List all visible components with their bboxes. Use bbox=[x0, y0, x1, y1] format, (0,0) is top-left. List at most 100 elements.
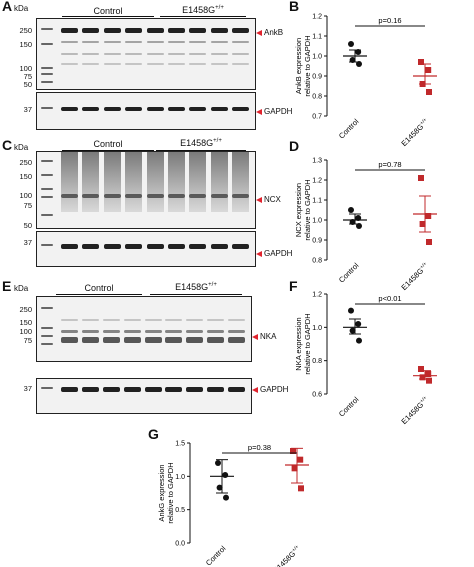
band-arrow bbox=[252, 334, 258, 340]
protein-band bbox=[207, 337, 225, 343]
ladder-band bbox=[41, 188, 53, 190]
panel-letter-b: B bbox=[289, 0, 300, 14]
y-tick-label: 0.7 bbox=[312, 114, 322, 121]
y-tick-label: 0.0 bbox=[175, 541, 185, 548]
y-tick-label: 0.9 bbox=[312, 238, 322, 245]
protein-band bbox=[165, 330, 183, 333]
band-label-nka: NKA bbox=[260, 332, 277, 341]
protein-band bbox=[81, 337, 99, 343]
group-bracket bbox=[56, 294, 142, 295]
protein-band bbox=[210, 63, 228, 65]
protein-band bbox=[103, 28, 121, 33]
group-bracket bbox=[156, 150, 246, 151]
group-bracket bbox=[62, 150, 154, 151]
protein-band bbox=[123, 319, 141, 321]
protein-band bbox=[82, 63, 100, 65]
ladder-label: 100 bbox=[19, 327, 32, 336]
superscript: +/+ bbox=[419, 395, 428, 404]
protein-band bbox=[207, 330, 225, 333]
ladder-band bbox=[41, 107, 53, 109]
panel-letter-e: E bbox=[2, 278, 12, 294]
protein-band bbox=[232, 63, 249, 65]
y-tick-label: 1.0 bbox=[312, 325, 322, 332]
ladder-label: 75 bbox=[23, 201, 32, 210]
protein-band bbox=[167, 28, 185, 33]
protein-band bbox=[103, 63, 121, 65]
data-point bbox=[348, 41, 354, 47]
protein-band bbox=[82, 107, 100, 111]
y-tick-label: 0.8 bbox=[312, 258, 322, 265]
band-arrow bbox=[256, 197, 262, 203]
band-arrow bbox=[256, 30, 262, 36]
data-point bbox=[425, 371, 432, 377]
panel-letter-d: D bbox=[289, 138, 300, 154]
protein-band bbox=[61, 244, 78, 249]
y-tick-label: 1.2 bbox=[312, 14, 322, 21]
protein-band bbox=[82, 41, 100, 43]
y-tick-label: 1.5 bbox=[175, 441, 185, 448]
protein-band bbox=[146, 63, 164, 65]
y-tick-label: 0.6 bbox=[312, 392, 322, 399]
y-tick-label: 1.0 bbox=[312, 54, 322, 61]
protein-band bbox=[144, 319, 162, 321]
western-blot-nka bbox=[36, 296, 252, 362]
ladder-band bbox=[41, 73, 53, 75]
protein-band bbox=[61, 330, 78, 333]
protein-band bbox=[125, 41, 143, 43]
western-blot-gapdh bbox=[36, 92, 256, 130]
ladder-label-37: 37 bbox=[23, 105, 32, 114]
ladder-label: 250 bbox=[19, 158, 32, 167]
protein-band bbox=[167, 63, 185, 65]
band-label-ankb: AnkB bbox=[264, 28, 284, 37]
protein-band bbox=[61, 53, 78, 55]
protein-band bbox=[61, 387, 78, 392]
protein-band bbox=[61, 337, 78, 343]
protein-band bbox=[232, 53, 249, 55]
ladder-band bbox=[41, 214, 53, 216]
p-value: p<0.01 bbox=[378, 294, 401, 303]
data-point bbox=[426, 239, 432, 245]
data-point bbox=[222, 472, 229, 478]
protein-band bbox=[103, 194, 121, 198]
protein-band bbox=[207, 387, 225, 392]
protein-band bbox=[123, 337, 141, 343]
protein-band bbox=[210, 194, 228, 198]
group-label-control: Control bbox=[84, 283, 114, 293]
y-tick-label: 1.3 bbox=[312, 158, 322, 165]
ladder-label: 150 bbox=[19, 40, 32, 49]
protein-band bbox=[232, 107, 249, 111]
protein-band bbox=[82, 194, 100, 198]
protein-band bbox=[103, 41, 121, 43]
data-point bbox=[348, 207, 354, 213]
ladder-label: 50 bbox=[23, 221, 32, 230]
protein-band bbox=[167, 244, 185, 249]
western-blot-ankb bbox=[36, 18, 256, 90]
data-point bbox=[425, 213, 432, 219]
ladder-label: 150 bbox=[19, 318, 32, 327]
data-point bbox=[298, 485, 304, 492]
y-tick-label: 0.9 bbox=[312, 74, 322, 81]
y-tick-label: 1.2 bbox=[312, 178, 322, 185]
y-axis-label: AnkB expression bbox=[294, 38, 303, 94]
protein-band bbox=[125, 244, 143, 249]
p-value: p=0.78 bbox=[378, 160, 401, 169]
band-arrow bbox=[252, 387, 258, 393]
protein-band bbox=[186, 387, 204, 392]
protein-band bbox=[210, 41, 228, 43]
data-point bbox=[349, 327, 356, 334]
protein-band bbox=[81, 387, 99, 392]
ladder-unit: kDa bbox=[14, 4, 29, 13]
protein-band bbox=[210, 244, 228, 249]
group-label-control: Control bbox=[93, 6, 123, 16]
ladder-band bbox=[41, 196, 53, 198]
protein-band bbox=[189, 244, 207, 249]
protein-band bbox=[228, 337, 245, 343]
band-label-gapdh: GAPDH bbox=[260, 385, 289, 394]
western-blot-gapdh bbox=[36, 378, 252, 414]
protein-band bbox=[189, 194, 207, 198]
protein-band bbox=[167, 41, 185, 43]
band-label-gapdh: GAPDH bbox=[264, 107, 293, 116]
